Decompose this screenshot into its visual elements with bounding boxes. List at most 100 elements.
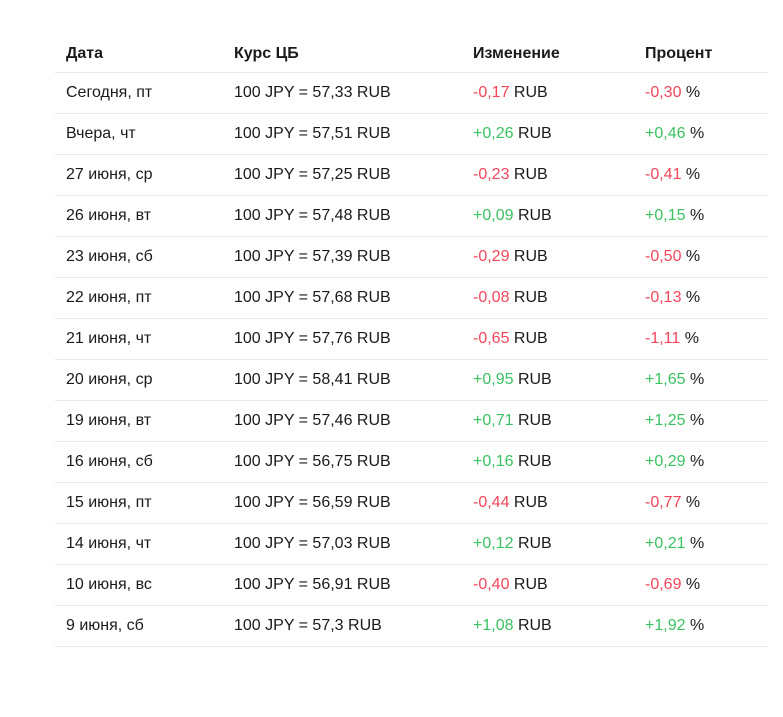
percent-value: +1,25 [645,412,686,429]
percent-value: +0,46 [645,125,686,142]
change-cell: +0,12 RUB [462,523,634,565]
rate-cell: 100 JPY = 57,3 RUB [223,605,462,647]
rate-cell: 100 JPY = 57,68 RUB [223,277,462,319]
change-value: -0,44 [473,494,510,511]
date-cell: Сегодня, пт [55,72,223,114]
percent-unit: % [689,207,705,224]
percent-unit: % [689,371,705,388]
change-cell: -0,23 RUB [462,154,634,196]
date-cell: 20 июня, ср [55,359,223,401]
rate-cell: 100 JPY = 57,39 RUB [223,236,462,278]
rate-cell: 100 JPY = 57,48 RUB [223,195,462,237]
table-row: 21 июня, чт 100 JPY = 57,76 RUB -0,65 RU… [55,318,768,360]
rate-cell: 100 JPY = 57,51 RUB [223,113,462,155]
change-value: -0,17 [473,84,510,101]
percent-value: +0,15 [645,207,686,224]
table-row: 14 июня, чт 100 JPY = 57,03 RUB +0,12 RU… [55,523,768,565]
column-header-change: Изменение [462,36,634,73]
change-unit: RUB [513,576,548,593]
percent-cell: +0,29 % [634,441,768,483]
change-unit: RUB [517,125,552,142]
table-row: 22 июня, пт 100 JPY = 57,68 RUB -0,08 RU… [55,277,768,319]
change-cell: +0,26 RUB [462,113,634,155]
change-unit: RUB [517,535,552,552]
change-unit: RUB [513,330,548,347]
change-unit: RUB [517,207,552,224]
percent-value: +1,92 [645,617,686,634]
date-cell: 14 июня, чт [55,523,223,565]
date-cell: 19 июня, вт [55,400,223,442]
percent-unit: % [689,453,705,470]
table-row: 20 июня, ср 100 JPY = 58,41 RUB +0,95 RU… [55,359,768,401]
percent-value: +1,65 [645,371,686,388]
change-value: +0,71 [473,412,514,429]
percent-unit: % [689,617,705,634]
table-row: 9 июня, сб 100 JPY = 57,3 RUB +1,08 RUB … [55,605,768,647]
column-header-percent: Процент [634,36,768,73]
percent-cell: +1,25 % [634,400,768,442]
percent-cell: -0,50 % [634,236,768,278]
table-header: Дата Курс ЦБ Изменение Процент [55,36,768,73]
rate-cell: 100 JPY = 56,91 RUB [223,564,462,606]
header-row: Дата Курс ЦБ Изменение Процент [55,36,768,73]
date-cell: 9 июня, сб [55,605,223,647]
percent-cell: -1,11 % [634,318,768,360]
change-cell: -0,65 RUB [462,318,634,360]
table-row: 26 июня, вт 100 JPY = 57,48 RUB +0,09 RU… [55,195,768,237]
date-cell: 16 июня, сб [55,441,223,483]
date-cell: 27 июня, ср [55,154,223,196]
percent-value: -0,77 [645,494,682,511]
change-unit: RUB [517,617,552,634]
change-cell: -0,29 RUB [462,236,634,278]
percent-cell: +1,92 % [634,605,768,647]
table-row: 19 июня, вт 100 JPY = 57,46 RUB +0,71 RU… [55,400,768,442]
percent-cell: +0,15 % [634,195,768,237]
change-value: +0,95 [473,371,514,388]
percent-unit: % [689,535,705,552]
rate-cell: 100 JPY = 58,41 RUB [223,359,462,401]
change-value: +0,12 [473,535,514,552]
percent-value: +0,21 [645,535,686,552]
column-header-rate: Курс ЦБ [223,36,462,73]
percent-value: -0,41 [645,166,682,183]
change-value: -0,65 [473,330,510,347]
table-row: 27 июня, ср 100 JPY = 57,25 RUB -0,23 RU… [55,154,768,196]
percent-value: -1,11 [645,330,681,347]
percent-cell: -0,13 % [634,277,768,319]
percent-unit: % [689,412,705,429]
table-row: 23 июня, сб 100 JPY = 57,39 RUB -0,29 RU… [55,236,768,278]
percent-cell: -0,77 % [634,482,768,524]
date-cell: 26 июня, вт [55,195,223,237]
rate-cell: 100 JPY = 57,46 RUB [223,400,462,442]
rate-cell: 100 JPY = 57,76 RUB [223,318,462,360]
percent-value: +0,29 [645,453,686,470]
change-unit: RUB [513,166,548,183]
change-unit: RUB [513,494,548,511]
percent-value: -0,30 [645,84,682,101]
percent-value: -0,50 [645,248,682,265]
change-unit: RUB [517,412,552,429]
table-row: Вчера, чт 100 JPY = 57,51 RUB +0,26 RUB … [55,113,768,155]
change-cell: -0,08 RUB [462,277,634,319]
rate-cell: 100 JPY = 56,75 RUB [223,441,462,483]
percent-cell: -0,41 % [634,154,768,196]
change-value: -0,23 [473,166,510,183]
percent-unit: % [685,494,701,511]
change-unit: RUB [517,453,552,470]
date-cell: Вчера, чт [55,113,223,155]
percent-value: -0,13 [645,289,682,306]
change-cell: -0,17 RUB [462,72,634,114]
date-cell: 22 июня, пт [55,277,223,319]
change-value: +1,08 [473,617,514,634]
percent-unit: % [685,84,701,101]
change-cell: -0,40 RUB [462,564,634,606]
percent-cell: +1,65 % [634,359,768,401]
table-row: Сегодня, пт 100 JPY = 57,33 RUB -0,17 RU… [55,72,768,114]
rate-cell: 100 JPY = 56,59 RUB [223,482,462,524]
exchange-rates-table: Дата Курс ЦБ Изменение Процент Сегодня, … [55,36,768,647]
change-value: -0,40 [473,576,510,593]
date-cell: 23 июня, сб [55,236,223,278]
column-header-date: Дата [55,36,223,73]
change-cell: +0,95 RUB [462,359,634,401]
percent-unit: % [685,576,701,593]
